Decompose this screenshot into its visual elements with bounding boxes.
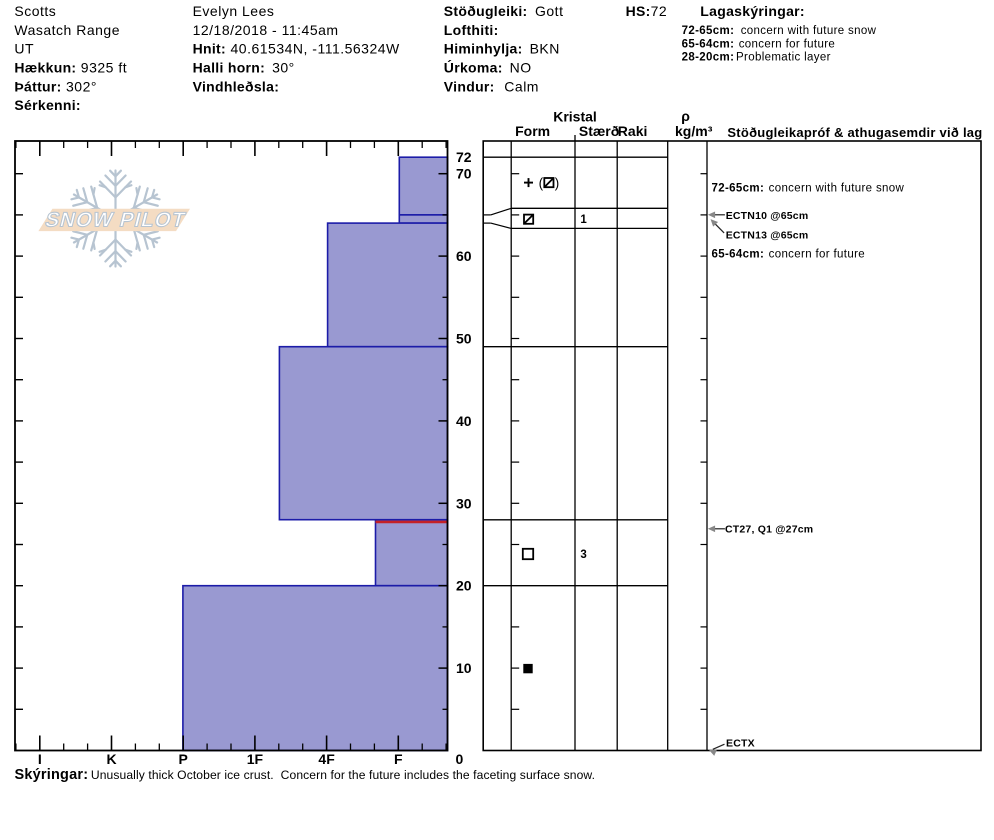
svg-text:65-64cm:concern for future: 65-64cm: concern for future <box>682 38 836 50</box>
svg-text:ECTX: ECTX <box>726 737 755 749</box>
svg-text:Þáttur: 302°: Þáttur: 302° <box>14 78 97 94</box>
svg-text:65-64cm:concern for future: 65-64cm: concern for future <box>712 249 866 261</box>
svg-text:72-65cm:concern with future sn: 72-65cm: concern with future snow <box>682 25 877 37</box>
svg-text:1F: 1F <box>247 751 264 767</box>
svg-text:Lagaskýringar:: Lagaskýringar: <box>700 3 805 19</box>
svg-text:Hækkun: 9325 ft: Hækkun: 9325 ft <box>14 60 127 76</box>
svg-text:50: 50 <box>456 331 472 347</box>
svg-text:Raki: Raki <box>618 123 648 139</box>
svg-text:30: 30 <box>456 495 472 511</box>
svg-text:0: 0 <box>456 751 464 767</box>
svg-text:Lofthiti:: Lofthiti: <box>444 22 499 38</box>
svg-text:Form: Form <box>515 123 550 139</box>
svg-text:SNOW PILOT: SNOW PILOT <box>43 209 188 232</box>
svg-text:72-65cm:concern with future sn: 72-65cm: concern with future snow <box>712 183 905 195</box>
svg-text:Sérkenni:: Sérkenni: <box>14 97 81 113</box>
svg-text:12/18/2018 - 11:45am: 12/18/2018 - 11:45am <box>193 22 339 38</box>
svg-text:Wasatch Range: Wasatch Range <box>14 22 120 38</box>
svg-text:HS:72: HS:72 <box>626 3 668 19</box>
svg-text:Scotts: Scotts <box>14 3 56 19</box>
svg-text:Úrkoma:NO: Úrkoma: NO <box>444 59 532 76</box>
svg-text:Vindhleðsla:: Vindhleðsla: <box>193 78 280 94</box>
svg-text:Halli horn:30°: Halli horn: 30° <box>193 60 295 76</box>
svg-text:10: 10 <box>456 660 472 676</box>
svg-text:): ) <box>555 175 560 190</box>
svg-text:Stærð: Stærð <box>579 123 619 139</box>
svg-text:ρ: ρ <box>681 108 690 124</box>
svg-text:70: 70 <box>456 166 472 182</box>
svg-text:kg/m³: kg/m³ <box>675 123 713 139</box>
svg-text:Evelyn Lees: Evelyn Lees <box>193 3 275 19</box>
svg-text:P: P <box>179 751 188 767</box>
svg-text:ECTN10 @65cm: ECTN10 @65cm <box>726 210 809 222</box>
svg-text:F: F <box>394 751 403 767</box>
svg-text:K: K <box>106 751 116 767</box>
svg-text:3: 3 <box>580 549 586 561</box>
svg-text:(: ( <box>539 175 544 190</box>
svg-text:I: I <box>38 751 42 767</box>
svg-text:4F: 4F <box>318 751 335 767</box>
svg-text:72: 72 <box>456 149 472 165</box>
svg-text:28-20cm:Problematic layer: 28-20cm: Problematic layer <box>682 52 831 64</box>
svg-text:ECTN13 @65cm: ECTN13 @65cm <box>726 229 809 241</box>
svg-text:Kristal: Kristal <box>553 108 597 124</box>
svg-text:Hnit:40.61534N, -111.56324W: Hnit: 40.61534N, -111.56324W <box>193 41 400 57</box>
svg-text:Stöðugleiki:Gott: Stöðugleiki: Gott <box>444 3 564 19</box>
svg-text:40: 40 <box>456 413 472 429</box>
svg-text:UT: UT <box>14 41 34 57</box>
svg-text:CT27, Q1 @27cm: CT27, Q1 @27cm <box>725 524 813 536</box>
svg-text:Vindur:Calm: Vindur: Calm <box>444 78 539 94</box>
svg-text:60: 60 <box>456 248 472 264</box>
svg-text:20: 20 <box>456 578 472 594</box>
svg-text:Himinhylja:BKN: Himinhylja: BKN <box>444 41 560 57</box>
svg-text:Stöðugleikapróf & athugasemdir: Stöðugleikapróf & athugasemdir við lag <box>727 125 982 140</box>
svg-text:Skýringar:Unusually thick Octo: Skýringar: Unusually thick October ice cr… <box>15 767 596 783</box>
svg-text:1: 1 <box>580 214 587 226</box>
